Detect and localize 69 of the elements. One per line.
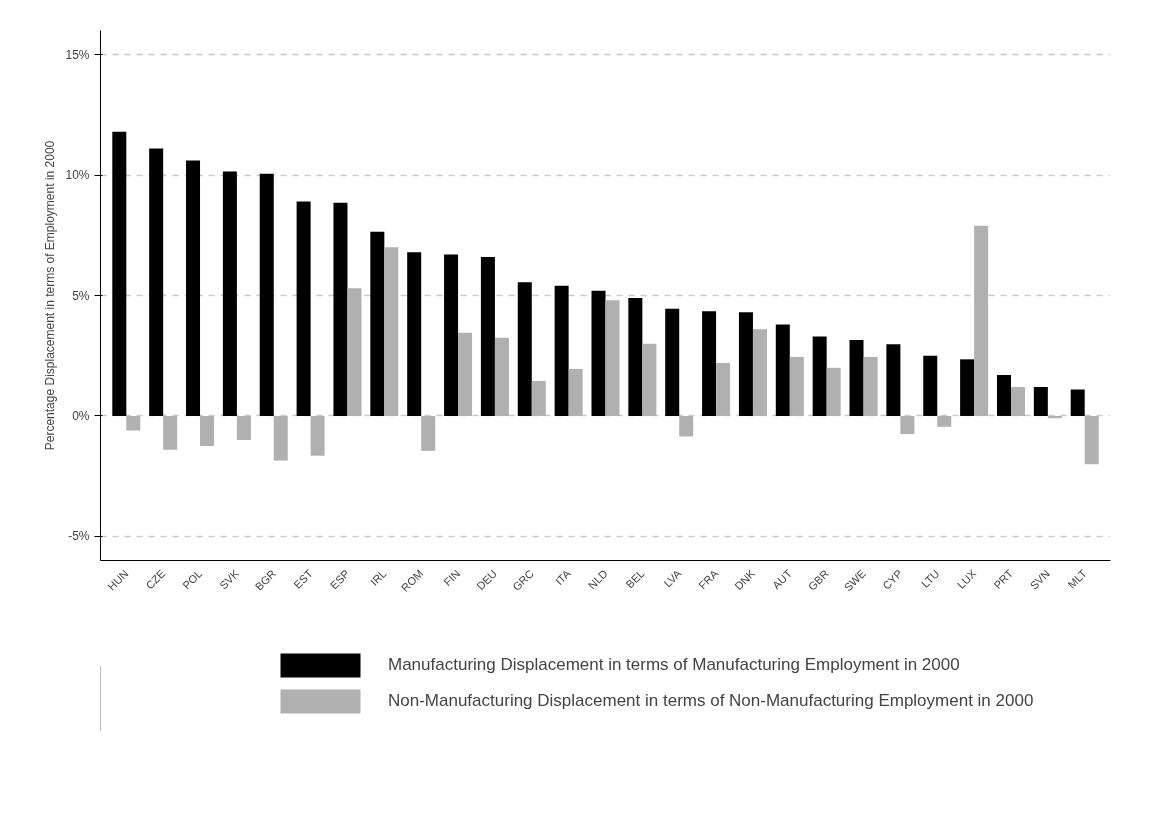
bar	[716, 362, 731, 416]
bar	[200, 415, 215, 447]
bar	[259, 173, 274, 416]
x-tick-label: LVA	[661, 566, 684, 590]
y-tick-label: 10%	[65, 168, 90, 183]
bar	[900, 415, 915, 435]
bar	[591, 290, 606, 416]
bar	[812, 336, 827, 416]
bar	[789, 356, 804, 416]
bar	[1010, 387, 1025, 416]
bar	[333, 202, 348, 416]
bar	[605, 300, 620, 416]
bar	[480, 256, 495, 416]
bar	[149, 148, 164, 416]
bar	[370, 231, 385, 416]
bar	[163, 415, 178, 450]
x-tick-label: ITA	[552, 566, 574, 588]
bar	[1084, 415, 1099, 465]
bar	[421, 415, 436, 451]
bar	[444, 254, 459, 416]
legend-label: Manufacturing Displacement in terms of Manufacturing Employment in 2000	[388, 655, 960, 675]
bar	[296, 201, 311, 416]
bar	[642, 343, 657, 416]
bar	[738, 312, 753, 416]
bar	[826, 367, 841, 416]
bar	[186, 160, 201, 416]
bar	[937, 415, 952, 427]
bar	[126, 415, 141, 431]
x-tick-label: FIN	[441, 567, 463, 589]
bar	[112, 131, 127, 416]
bar	[236, 415, 251, 441]
bar	[923, 355, 938, 416]
bar	[222, 171, 237, 416]
bar	[752, 329, 767, 416]
x-tick-label: BEL	[623, 567, 647, 591]
bar	[960, 359, 975, 416]
x-tick-label: LTU	[918, 567, 942, 590]
bar	[554, 285, 569, 416]
bar	[384, 247, 399, 416]
bar	[1070, 389, 1085, 416]
x-tick-label: IRL	[367, 567, 389, 588]
bar	[1033, 387, 1048, 416]
bar	[996, 375, 1011, 416]
bar	[568, 368, 583, 416]
y-tick-label: 0%	[72, 408, 90, 423]
bar	[849, 340, 864, 416]
bar	[494, 337, 509, 416]
bar	[775, 324, 790, 416]
x-tick-label: POL	[180, 567, 205, 592]
bar	[665, 308, 680, 416]
bar	[886, 344, 901, 416]
y-tick-label: -5%	[68, 529, 90, 544]
y-axis-title: Percentage Displacement in terms of Employment in 2000	[43, 140, 58, 451]
bar	[310, 415, 325, 456]
x-tick-label: FRA	[696, 566, 721, 592]
y-tick-label: 5%	[72, 288, 90, 303]
bar	[517, 282, 532, 416]
bar	[863, 356, 878, 416]
bar	[531, 381, 546, 416]
legend-label: Non-Manufacturing Displacement in terms of Non-Manufacturing Employment in 2000	[388, 691, 1034, 711]
bar	[628, 297, 643, 416]
bar	[273, 415, 288, 461]
bar	[702, 311, 717, 416]
bar	[458, 332, 473, 416]
bar	[679, 415, 694, 437]
bar	[974, 225, 989, 416]
y-tick-label: 15%	[65, 47, 90, 62]
bar	[347, 288, 362, 416]
bar	[407, 252, 422, 416]
